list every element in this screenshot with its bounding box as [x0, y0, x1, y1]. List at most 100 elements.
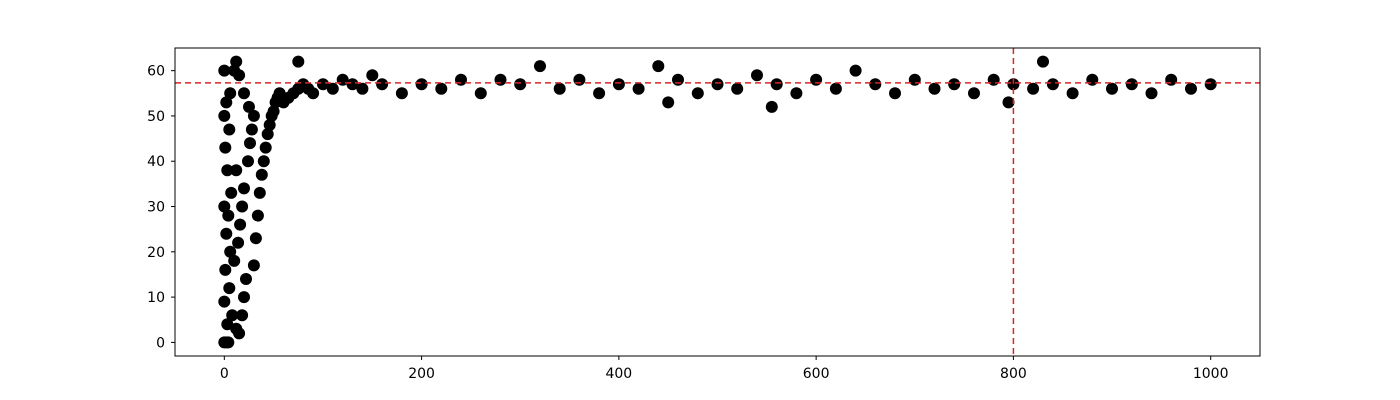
data-point — [534, 60, 546, 73]
data-point — [238, 87, 250, 100]
data-point — [253, 186, 266, 199]
x-tick-label: 1000 — [1193, 366, 1229, 382]
y-tick-label: 10 — [147, 290, 165, 306]
data-point — [218, 64, 231, 77]
data-point — [415, 78, 428, 91]
data-point — [226, 309, 239, 322]
data-point — [1027, 82, 1040, 95]
data-point — [494, 73, 507, 86]
data-point — [222, 209, 235, 222]
data-point — [366, 69, 379, 82]
data-point — [1185, 82, 1197, 95]
data-point — [889, 87, 901, 100]
data-point — [225, 186, 238, 199]
y-axis: 0 10 20 30 40 50 60 — [147, 64, 175, 351]
data-point — [257, 155, 270, 168]
data-point — [1007, 78, 1020, 91]
y-tick-label: 50 — [147, 109, 165, 125]
data-point — [1046, 78, 1059, 91]
data-point — [240, 273, 252, 285]
data-point — [249, 232, 262, 245]
data-point — [232, 236, 245, 249]
data-point — [672, 73, 684, 86]
data-point — [731, 82, 744, 95]
data-point — [662, 96, 675, 109]
data-point — [751, 69, 763, 82]
data-point — [790, 87, 803, 100]
data-points-layer — [218, 55, 1217, 349]
data-point — [1204, 78, 1217, 91]
data-point — [1125, 78, 1138, 91]
data-point — [593, 87, 606, 100]
data-point — [326, 82, 339, 95]
plot-area-frame — [174, 47, 1261, 357]
y-tick-label: 30 — [147, 200, 165, 216]
data-point — [261, 128, 274, 141]
data-point — [259, 141, 272, 154]
data-point — [218, 200, 231, 213]
data-point — [245, 123, 258, 136]
data-point — [221, 318, 234, 331]
y-tick-label: 60 — [147, 64, 165, 80]
data-point — [244, 137, 256, 150]
data-point — [928, 82, 941, 95]
data-point — [968, 87, 980, 100]
y-tick-label: 0 — [156, 335, 165, 351]
data-point — [218, 109, 231, 122]
data-point — [221, 164, 234, 177]
data-point — [230, 55, 243, 68]
data-point — [233, 327, 246, 340]
data-point — [553, 82, 566, 95]
x-tick-label: 600 — [803, 366, 830, 382]
data-point — [247, 259, 260, 272]
data-point — [251, 209, 264, 222]
data-point — [869, 78, 882, 91]
data-point — [770, 78, 783, 91]
y-tick-label: 20 — [147, 245, 165, 261]
data-point — [222, 336, 235, 349]
data-point — [573, 73, 586, 86]
data-point — [292, 55, 305, 68]
data-point — [219, 263, 232, 276]
data-point — [514, 78, 527, 91]
x-tick-label: 800 — [1000, 366, 1027, 382]
data-point — [474, 87, 487, 100]
data-point — [376, 78, 389, 91]
data-point — [228, 254, 241, 267]
data-point — [224, 245, 237, 258]
data-point — [1106, 82, 1118, 95]
data-point — [612, 78, 625, 91]
data-point — [346, 78, 359, 91]
data-point — [435, 82, 448, 95]
data-point — [218, 295, 231, 308]
data-point — [908, 73, 921, 86]
data-point — [632, 82, 645, 95]
data-point — [224, 87, 237, 100]
data-point — [307, 87, 320, 100]
x-tick-label: 200 — [408, 366, 435, 382]
data-point — [220, 96, 233, 109]
x-tick-label: 400 — [605, 366, 632, 382]
data-point — [234, 218, 247, 231]
y-tick-label: 40 — [147, 154, 165, 170]
data-point — [849, 64, 862, 77]
data-point — [395, 87, 408, 100]
data-point — [810, 73, 823, 86]
data-point — [1002, 96, 1015, 109]
data-point — [247, 109, 260, 122]
data-point — [455, 73, 467, 86]
data-point — [1066, 87, 1079, 100]
data-point — [238, 182, 250, 195]
data-point — [1145, 87, 1158, 100]
reference-lines-layer — [175, 48, 1260, 356]
x-axis: 0 200 400 600 800 1000 — [220, 356, 1229, 382]
data-point — [1086, 73, 1099, 86]
data-point — [230, 164, 243, 177]
data-point — [948, 78, 961, 91]
data-point — [263, 119, 276, 131]
data-point — [219, 141, 232, 154]
x-tick-label: 0 — [220, 366, 229, 382]
data-point — [223, 123, 236, 136]
